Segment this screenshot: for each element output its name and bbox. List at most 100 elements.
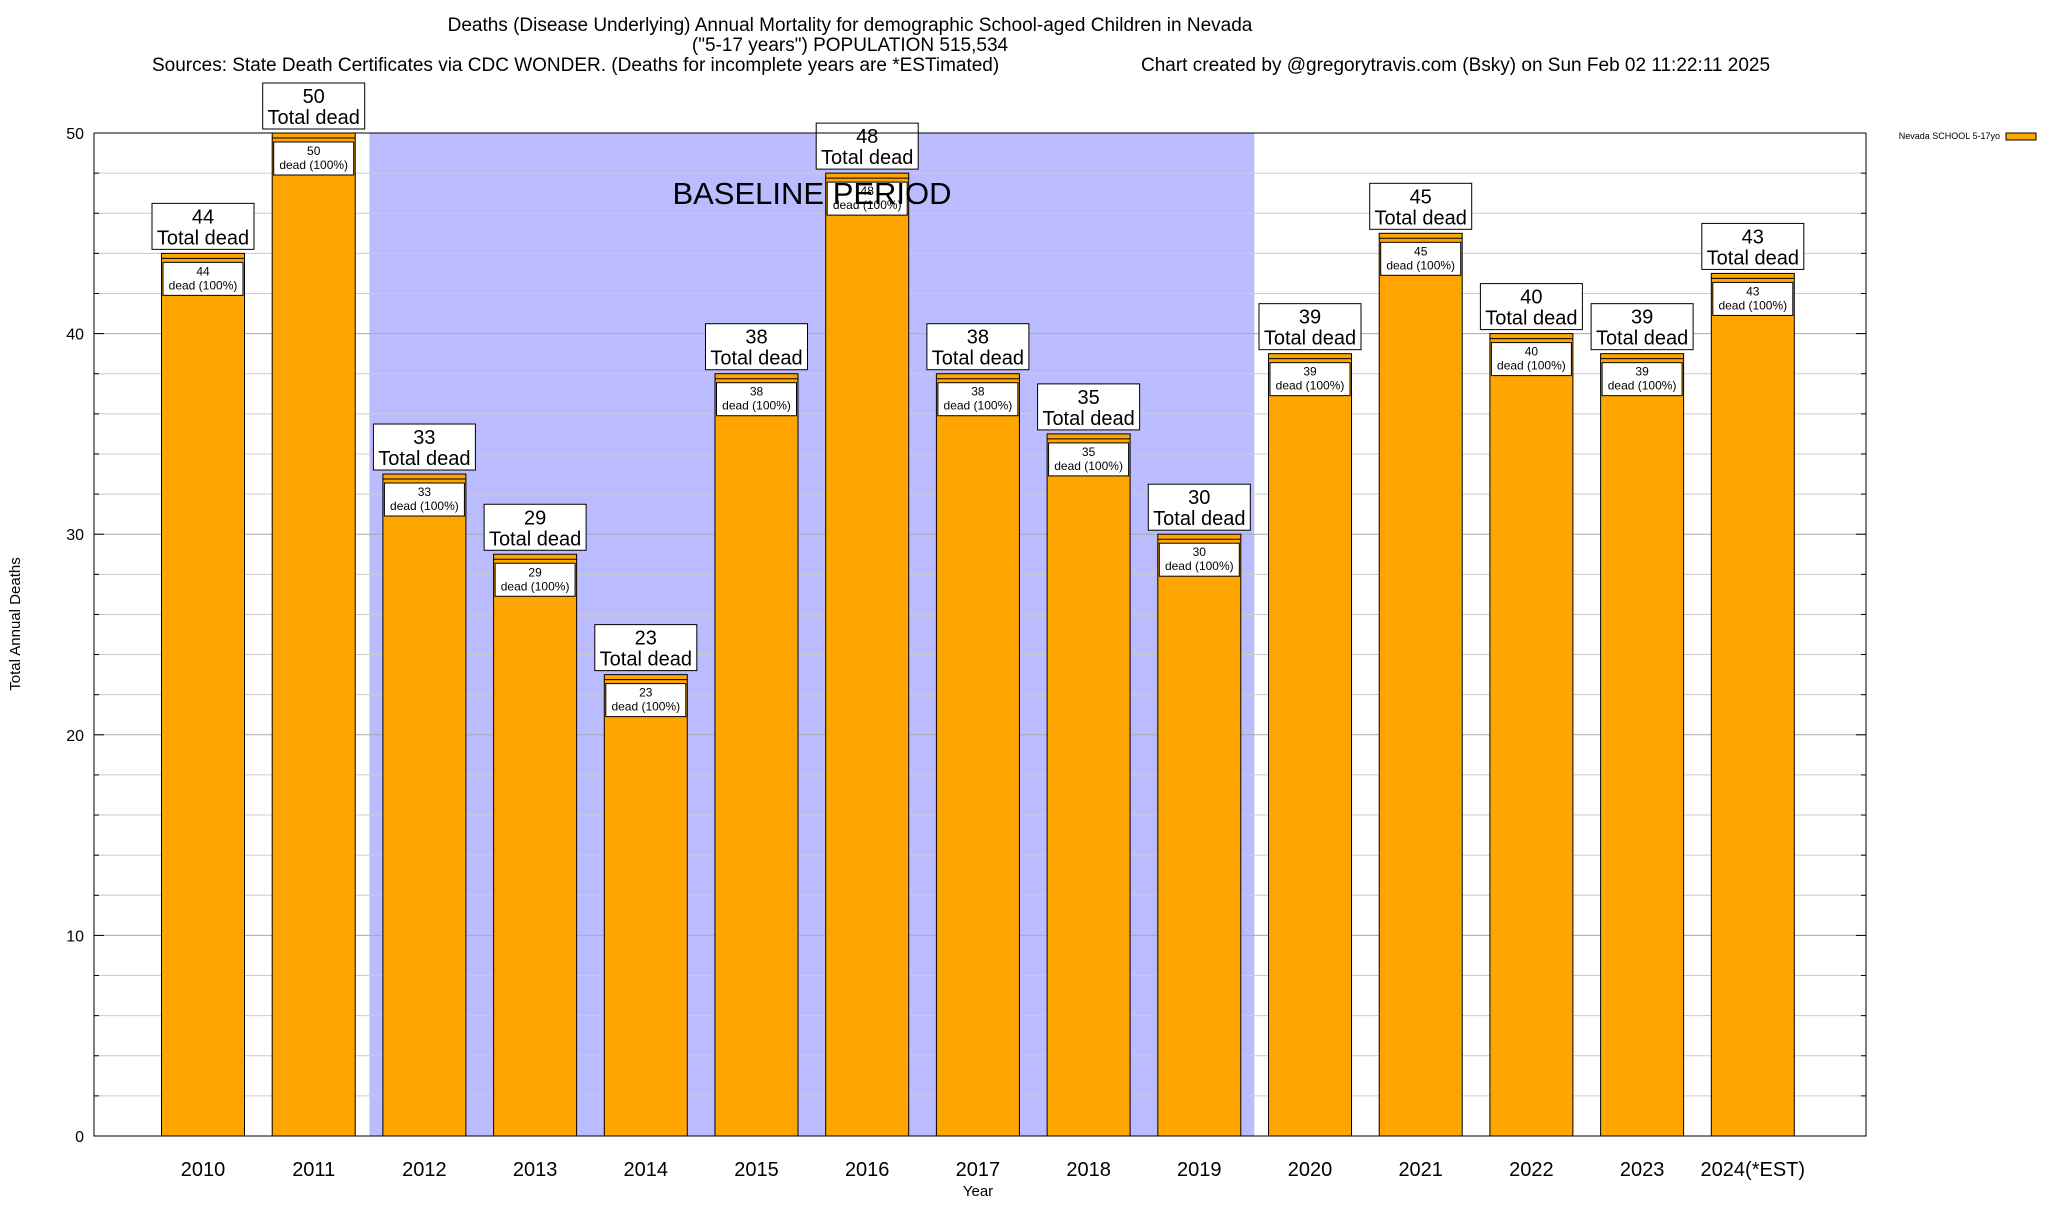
bar: [1489, 333, 1574, 1137]
baseline-period-label: BASELINE PERIOD: [672, 176, 951, 211]
x-tick-label: 2015: [734, 1159, 779, 1181]
bar-total-value: 40: [1520, 287, 1542, 309]
bar-total-label-box: [1479, 283, 1583, 331]
legend-swatch: [2005, 132, 2037, 141]
x-tick-label: 2013: [513, 1159, 558, 1181]
x-tick-label: 2017: [956, 1159, 1001, 1181]
bar: [161, 252, 245, 1137]
bar-total-caption: Total dead: [1596, 328, 1688, 350]
bar-inner-label-box: [1380, 241, 1462, 276]
bar-total-caption: Total dead: [932, 348, 1024, 370]
bar-total-value: 29: [524, 507, 546, 529]
bar: [271, 132, 356, 1137]
bar: [935, 373, 1020, 1137]
bar-total-label-box: [1258, 303, 1362, 351]
bar-inner-label-box: [1712, 281, 1794, 316]
bar-inner-value: 48: [861, 184, 875, 198]
bar: [382, 473, 467, 1137]
bar-total-value: 38: [967, 327, 989, 349]
y-tick-label: 0: [75, 1129, 84, 1146]
bar-inner-label-box: [383, 482, 465, 517]
bar-inner-value: 30: [1193, 545, 1207, 559]
bar-inner-value: 50: [307, 144, 321, 158]
bar: [1046, 433, 1131, 1137]
bar-total-caption: Total dead: [710, 348, 802, 370]
bar-total-caption: Total dead: [1707, 247, 1799, 269]
bar-inner-label-box: [1158, 542, 1240, 577]
bar: [1378, 232, 1463, 1137]
bar: [1268, 353, 1352, 1137]
bar-total-value: 50: [303, 86, 325, 108]
x-tick-label: 2021: [1398, 1159, 1443, 1181]
chart-credit: Chart created by @gregorytravis.com (Bsk…: [1141, 55, 1770, 76]
bar-inner-value: 38: [971, 385, 985, 399]
bar-inner-label-box: [937, 382, 1019, 417]
bar-total-label-box: [594, 624, 698, 672]
bar: [603, 674, 688, 1137]
bar-total-value: 23: [635, 628, 657, 650]
bar-inner-percent: dead (100%): [1718, 298, 1787, 312]
y-tick-label: 50: [66, 126, 84, 143]
bar: [1710, 272, 1795, 1137]
bar-total-value: 35: [1077, 387, 1099, 409]
bar-total-label-box: [1037, 383, 1141, 431]
bar-total-label-box: [1701, 222, 1805, 270]
bar-total-value: 48: [856, 126, 878, 148]
y-tick-label: 10: [66, 928, 84, 945]
bar-inner-label-box: [716, 382, 797, 417]
x-tick-label: 2019: [1177, 1159, 1222, 1181]
bar-total-caption: Total dead: [268, 107, 360, 129]
bar-total-caption: Total dead: [821, 147, 913, 169]
bar-inner-value: 29: [528, 565, 542, 579]
bar-inner-value: 39: [1303, 365, 1317, 379]
x-tick-label: 2023: [1620, 1159, 1665, 1181]
bar-inner-percent: dead (100%): [279, 158, 348, 172]
bar-inner-label-box: [1269, 362, 1351, 397]
bar-inner-percent: dead (100%): [169, 278, 238, 292]
bar-inner-percent: dead (100%): [611, 700, 680, 714]
chart-title-line1: Deaths (Disease Underlying) Annual Morta…: [448, 15, 1253, 36]
bar-inner-value: 45: [1414, 244, 1428, 258]
bar-total-caption: Total dead: [1153, 508, 1245, 530]
bar: [825, 172, 910, 1137]
bar-inner-percent: dead (100%): [1497, 359, 1566, 373]
bar-inner-value: 38: [750, 385, 764, 399]
chart-title-line2: ("5-17 years") POPULATION 515,534: [692, 35, 1009, 56]
bar: [493, 553, 578, 1137]
bar-total-value: 43: [1742, 226, 1764, 248]
bar-inner-percent: dead (100%): [1165, 559, 1234, 573]
x-tick-label: 2010: [181, 1159, 226, 1181]
bar-inner-percent: dead (100%): [1054, 459, 1123, 473]
x-tick-label: 2022: [1509, 1159, 1554, 1181]
bar-total-label-box: [1369, 182, 1473, 230]
bar-total-caption: Total dead: [1042, 408, 1134, 430]
bar-inner-label-box: [1048, 442, 1130, 477]
y-tick-label: 30: [66, 527, 84, 544]
bar-total-value: 39: [1631, 307, 1653, 329]
x-tick-label: 2016: [845, 1159, 890, 1181]
chart-sources: Sources: State Death Certificates via CD…: [152, 55, 999, 76]
bar-total-value: 45: [1410, 186, 1432, 208]
x-axis-label: Year: [963, 1183, 993, 1200]
y-tick-label: 40: [66, 327, 84, 344]
bar-total-label-box: [151, 202, 255, 250]
bar-total-label-box: [1590, 303, 1694, 351]
bar-inner-label-box: [1490, 342, 1572, 377]
x-tick-label: 2014: [624, 1159, 669, 1181]
bar-inner-percent: dead (100%): [501, 579, 570, 593]
bar-inner-label-box: [494, 562, 576, 597]
bar-inner-value: 23: [639, 686, 653, 700]
bar-total-caption: Total dead: [600, 649, 692, 671]
bar-inner-percent: dead (100%): [390, 499, 459, 513]
bar-inner-percent: dead (100%): [1276, 379, 1345, 393]
bar: [1600, 353, 1685, 1137]
bar-total-label-box: [815, 122, 919, 170]
bar-inner-label-box: [605, 683, 687, 718]
bar-total-label-box: [372, 423, 476, 471]
bar-inner-percent: dead (100%): [1608, 379, 1677, 393]
bar-inner-value: 35: [1082, 445, 1096, 459]
bar: [1157, 533, 1242, 1137]
bar-total-caption: Total dead: [378, 448, 470, 470]
